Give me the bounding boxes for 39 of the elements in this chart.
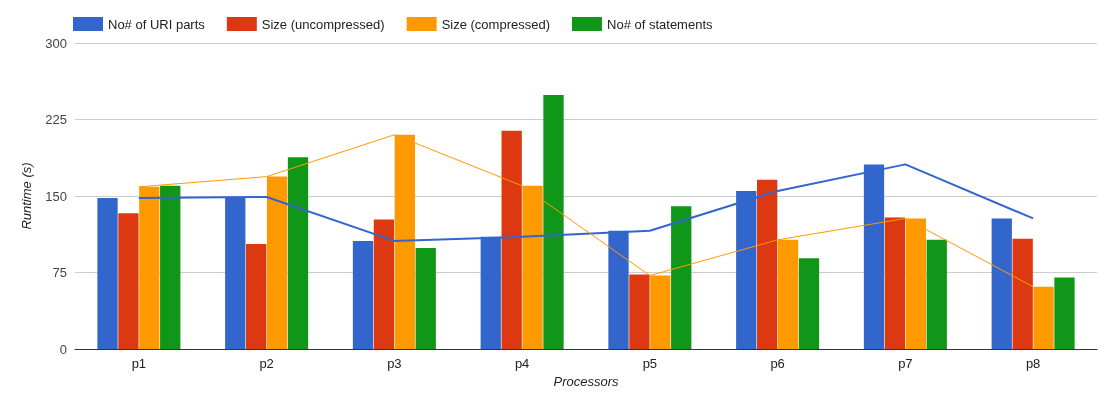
x-tick-label: p3 xyxy=(387,356,402,371)
bar xyxy=(501,130,522,349)
y-tick-label: 0 xyxy=(59,341,67,357)
y-tick-label: 150 xyxy=(45,188,67,204)
x-tick-label: p7 xyxy=(898,356,913,371)
bar xyxy=(97,198,118,349)
y-tick-label: 300 xyxy=(45,35,67,51)
bar xyxy=(671,206,692,349)
bar xyxy=(287,157,309,349)
x-axis-title: Processors xyxy=(553,373,619,389)
bar xyxy=(246,243,267,349)
y-tick-label: 75 xyxy=(52,265,67,280)
x-tick-label: p1 xyxy=(131,356,147,371)
x-tick-label: p4 xyxy=(514,356,530,371)
bar xyxy=(991,218,1012,349)
bar xyxy=(415,248,436,349)
bar xyxy=(926,239,947,349)
y-axis-title: Runtime (s) xyxy=(19,162,34,230)
x-tick-label: p8 xyxy=(1025,356,1041,371)
bar xyxy=(1054,277,1075,349)
legend-label: No# of statements xyxy=(607,16,714,32)
x-tick-label: p5 xyxy=(642,356,658,371)
bar xyxy=(118,213,139,349)
bar xyxy=(1012,238,1033,349)
bar xyxy=(757,179,778,349)
bar xyxy=(629,274,650,349)
legend-label: No# of URI parts xyxy=(108,16,206,32)
x-tick-label: p6 xyxy=(770,356,785,371)
bar xyxy=(543,95,564,349)
bar xyxy=(352,240,374,349)
bar xyxy=(160,185,181,349)
y-tick-label: 225 xyxy=(45,112,67,127)
legend-label: Size (uncompressed) xyxy=(261,16,385,32)
x-tick-label: p2 xyxy=(259,356,274,371)
bar xyxy=(884,217,906,349)
bar xyxy=(1033,286,1054,349)
legend-label: Size (compressed) xyxy=(441,16,551,32)
bar xyxy=(798,258,820,349)
bar xyxy=(373,219,395,349)
